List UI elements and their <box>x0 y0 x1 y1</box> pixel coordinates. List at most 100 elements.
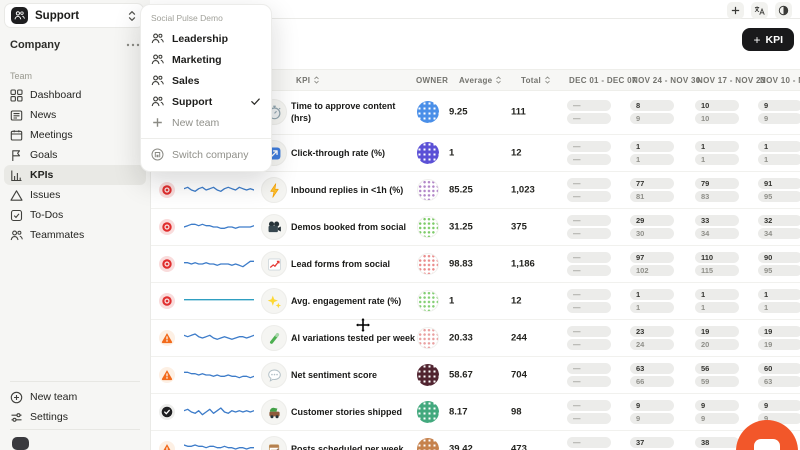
company-label[interactable]: Company <box>10 39 61 51</box>
kpi-name[interactable]: Lead forms from social <box>291 258 391 269</box>
week-value-secondary: 81 <box>630 191 674 202</box>
table-row[interactable]: Net sentiment score 58.67 704— —63 66 56 59 60 6… <box>151 357 800 394</box>
chart-up-icon <box>261 251 287 277</box>
mouse-cursor-icon <box>356 318 370 332</box>
topbar-actions <box>727 2 792 19</box>
sort-icon[interactable] <box>495 75 502 85</box>
sidebar-item-meetings[interactable]: Meetings <box>4 125 146 145</box>
week-values-cell: 77 81 <box>630 178 674 202</box>
translate-button[interactable] <box>751 2 768 19</box>
table-row[interactable]: Avg. engagement rate (%) 1 12— —1 1 1 1 1 1 <box>151 283 800 320</box>
alert-red-status-icon <box>159 219 175 235</box>
table-row[interactable]: Click-through rate (%) 1 12— —1 1 1 1 1 1 <box>151 135 800 172</box>
week-value-primary: — <box>567 141 611 152</box>
kpi-name[interactable]: Time to approve content (hrs) <box>291 100 396 123</box>
week-value-secondary: — <box>567 113 611 124</box>
week-value-primary: 9 <box>758 400 800 411</box>
owner-avatar <box>417 401 439 423</box>
menu-item-leadership[interactable]: Leadership <box>141 28 271 49</box>
people-icon <box>151 53 164 66</box>
add-kpi-button[interactable]: + KPI <box>742 28 794 51</box>
week-value-primary: 33 <box>695 215 739 226</box>
sidebar-item-label: News <box>30 109 57 121</box>
kpi-name[interactable]: Inbound replies in <1h (%) <box>291 184 404 195</box>
team-selector[interactable]: Support <box>4 3 144 28</box>
table-row[interactable]: Lead forms from social 98.83 1,186— —97 102 1… <box>151 246 800 283</box>
sidebar-item-kpis[interactable]: KPIs <box>4 165 146 185</box>
delivery-icon <box>261 399 287 425</box>
sidebar-item-dashboard[interactable]: Dashboard <box>4 85 146 105</box>
sidebar-item-issues[interactable]: Issues <box>4 185 146 205</box>
divider <box>141 138 271 139</box>
menu-item-support[interactable]: Support <box>141 91 271 112</box>
column-header-kpi[interactable]: KPI <box>296 70 320 90</box>
kpi-name[interactable]: Demos booked from social <box>291 221 407 232</box>
average-value: 1 <box>449 295 455 307</box>
sort-icon[interactable] <box>544 75 551 85</box>
sidebar-item-goals[interactable]: Goals <box>4 145 146 165</box>
column-header-total[interactable]: Total <box>521 70 551 90</box>
test-tube-icon <box>261 325 287 351</box>
owner-avatar <box>417 179 439 201</box>
week-values-cell: 29 30 <box>630 215 674 239</box>
week-value-secondary: 1 <box>695 154 739 165</box>
week-value-primary: 56 <box>695 363 739 374</box>
week-value-secondary: 66 <box>630 376 674 387</box>
menu-item-sales[interactable]: Sales <box>141 70 271 91</box>
people-icon <box>151 74 164 87</box>
kpi-name[interactable]: Avg. engagement rate (%) <box>291 295 402 306</box>
kpi-name[interactable]: Customer stories shipped <box>291 406 403 417</box>
sidebar-item-settings[interactable]: Settings <box>4 407 146 427</box>
company-row: Company <box>10 39 140 51</box>
week-value-secondary: 9 <box>695 413 739 424</box>
sort-icon[interactable] <box>313 75 320 85</box>
menu-item-new-team[interactable]: New team <box>141 112 271 133</box>
kpi-name[interactable]: Net sentiment score <box>291 369 378 380</box>
table-row[interactable]: Inbound replies in <1h (%) 85.25 1,023— —77… <box>151 172 800 209</box>
week-value-primary: 79 <box>695 178 739 189</box>
sparkline <box>183 256 255 272</box>
movie-camera-icon <box>261 214 287 240</box>
more-options-icon[interactable] <box>126 43 140 47</box>
menu-item-switch-company[interactable]: Switch company <box>141 144 271 165</box>
contrast-button[interactable] <box>775 2 792 19</box>
week-value-primary: 19 <box>695 326 739 337</box>
week-value-secondary: 34 <box>758 228 800 239</box>
menu-item-label: Leadership <box>172 32 229 45</box>
divider <box>10 381 140 382</box>
kpi-name[interactable]: Posts scheduled per week <box>291 443 404 450</box>
week-value-secondary: 1 <box>695 302 739 313</box>
user-avatar[interactable] <box>12 437 29 450</box>
sidebar-item-teammates[interactable]: Teammates <box>4 225 146 245</box>
column-header-average[interactable]: Average <box>459 70 502 90</box>
sidebar-item-label: Teammates <box>30 229 85 241</box>
complete-status-icon <box>159 404 175 420</box>
sidebar-item-new-team[interactable]: New team <box>4 387 146 407</box>
plus-button[interactable] <box>727 2 744 19</box>
sparkline <box>183 404 255 420</box>
table-row[interactable]: AI variations tested per week 20.33 244— —2… <box>151 320 800 357</box>
table-row[interactable]: Posts scheduled per week39.42473——373838… <box>151 431 800 450</box>
menu-item-marketing[interactable]: Marketing <box>141 49 271 70</box>
week-values-cell: 32 34 <box>758 215 800 239</box>
week-value-secondary: 20 <box>695 339 739 350</box>
kpi-name[interactable]: AI variations tested per week <box>291 332 416 343</box>
total-value: 704 <box>511 369 527 381</box>
sidebar-item-news[interactable]: News <box>4 105 146 125</box>
sidebar-item-to-dos[interactable]: To-Dos <box>4 205 146 225</box>
sidebar-item-label: Settings <box>30 411 68 423</box>
table-row[interactable]: Customer stories shipped 8.17 98— —9 9 9 9 9 9 <box>151 394 800 431</box>
alert-warning-status-icon <box>159 441 175 450</box>
week-value-primary: 60 <box>758 363 800 374</box>
week-values-cell: 97 102 <box>630 252 674 276</box>
table-row[interactable]: Demos booked from social 31.25 375— —29 30 33… <box>151 209 800 246</box>
kpi-name[interactable]: Click-through rate (%) <box>291 147 386 158</box>
week-values-cell: 33 34 <box>695 215 739 239</box>
week-values-cell: 110 115 <box>695 252 739 276</box>
total-value: 473 <box>511 443 527 450</box>
owner-avatar <box>417 290 439 312</box>
